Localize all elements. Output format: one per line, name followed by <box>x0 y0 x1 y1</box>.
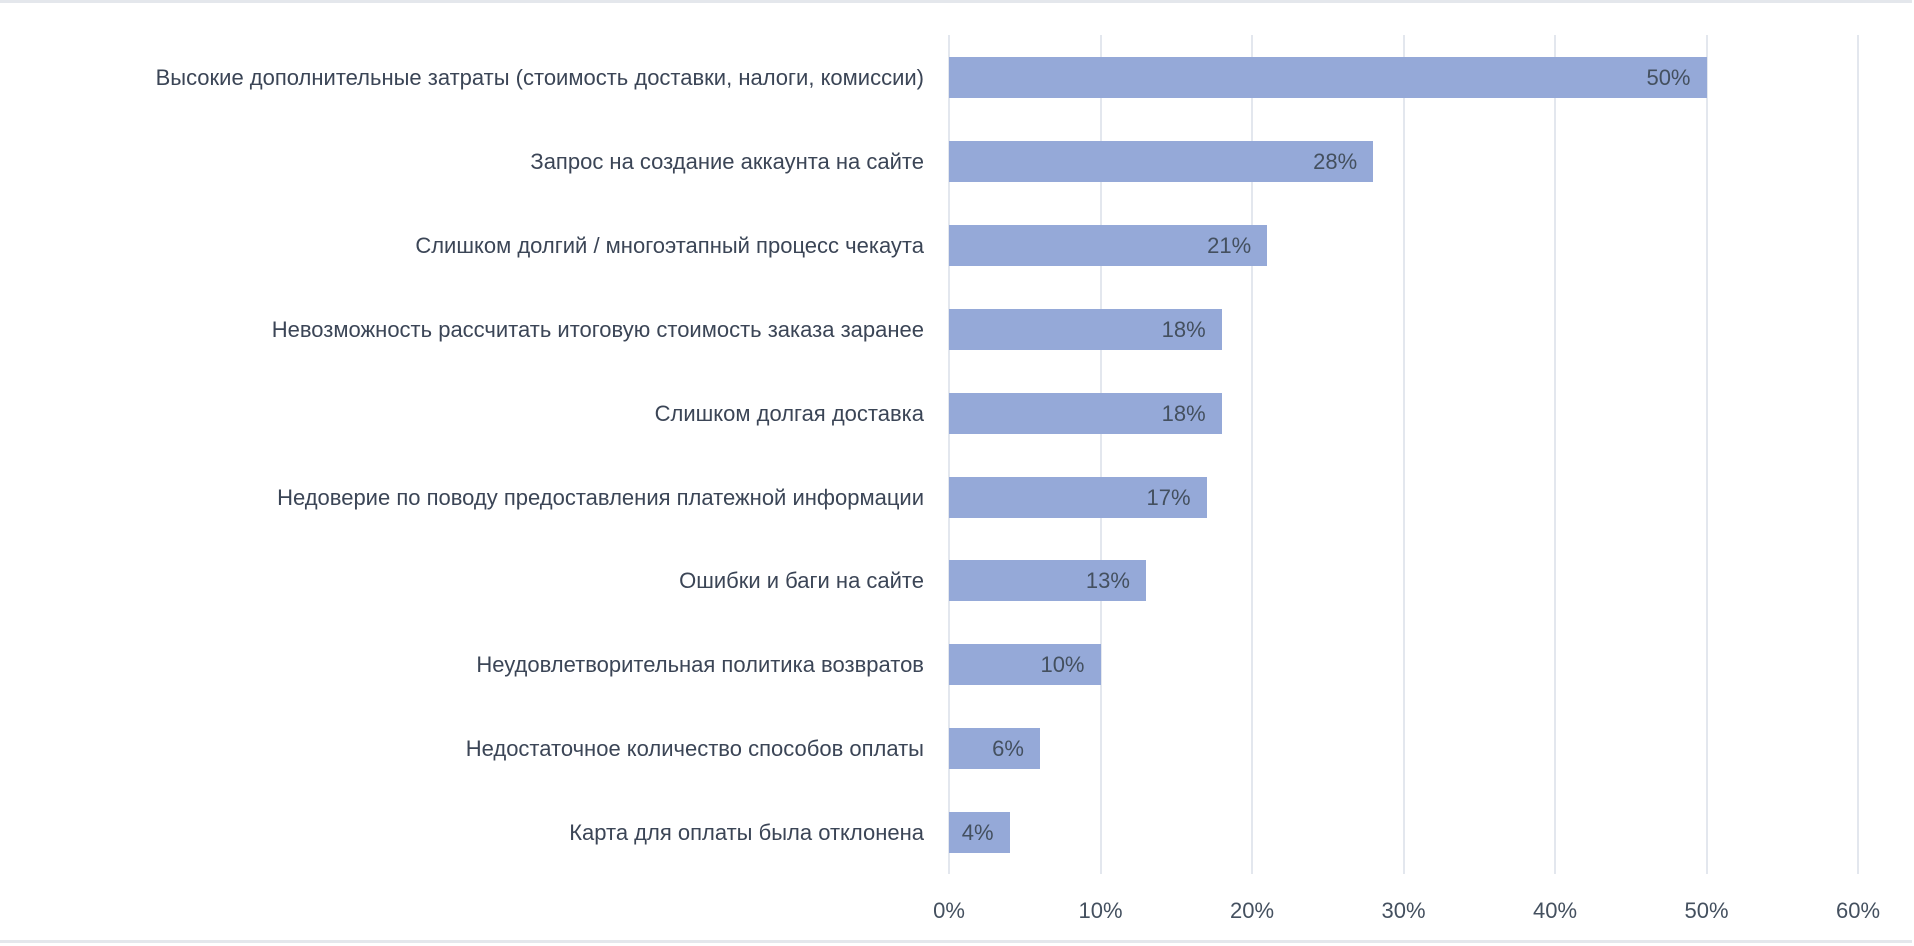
category-label: Слишком долгий / многоэтапный процесс че… <box>415 232 924 258</box>
x-tick-label: 20% <box>1229 898 1275 923</box>
data-label: 18% <box>1161 400 1206 426</box>
category-label: Запрос на создание аккаунта на сайте <box>530 148 924 174</box>
data-label: 28% <box>1313 148 1358 174</box>
gridline <box>1554 35 1556 874</box>
gridline <box>1402 35 1405 874</box>
bar <box>949 140 1374 182</box>
bar <box>949 560 1146 602</box>
category-label: Недостаточное количество способов оплаты <box>465 736 924 762</box>
x-tick-label: 40% <box>1532 898 1578 923</box>
data-label: 10% <box>1040 652 1085 678</box>
category-label: Недоверие по поводу предоставления плате… <box>277 484 924 510</box>
gridline <box>1251 35 1253 874</box>
category-label: Неудовлетворительная политика возвратов <box>476 652 924 678</box>
category-label: Карта для оплаты была отклонена <box>569 820 924 846</box>
category-label: Ошибки и баги на сайте <box>679 568 924 594</box>
bar <box>949 57 1707 98</box>
x-tick-label: 10% <box>1078 898 1123 923</box>
data-label: 18% <box>1161 316 1206 342</box>
bar <box>949 728 1040 770</box>
x-tick-label: 30% <box>1381 898 1426 923</box>
data-label: 50% <box>1646 65 1691 90</box>
x-tick-label: 50% <box>1684 898 1729 923</box>
data-label: 13% <box>1085 568 1130 594</box>
data-label: 4% <box>961 820 994 846</box>
x-tick-label: 60% <box>1835 898 1881 923</box>
data-label: 17% <box>1146 484 1191 510</box>
bar <box>949 644 1101 686</box>
data-label: 6% <box>992 736 1024 762</box>
gridline <box>948 35 950 874</box>
gridline <box>1857 35 1859 874</box>
gridline <box>1705 35 1708 874</box>
bar <box>949 392 1222 434</box>
data-label: 21% <box>1207 232 1252 258</box>
category-label: Высокие дополнительные затраты (стоимост… <box>155 65 924 90</box>
bar <box>949 224 1268 266</box>
category-label: Невозможность рассчитать итоговую стоимо… <box>271 316 924 342</box>
bar <box>949 476 1207 518</box>
x-tick-label: 0% <box>933 898 965 923</box>
bar <box>949 812 1010 854</box>
gridline <box>1099 35 1102 874</box>
bar <box>949 308 1222 350</box>
category-label: Слишком долгая доставка <box>654 400 924 426</box>
